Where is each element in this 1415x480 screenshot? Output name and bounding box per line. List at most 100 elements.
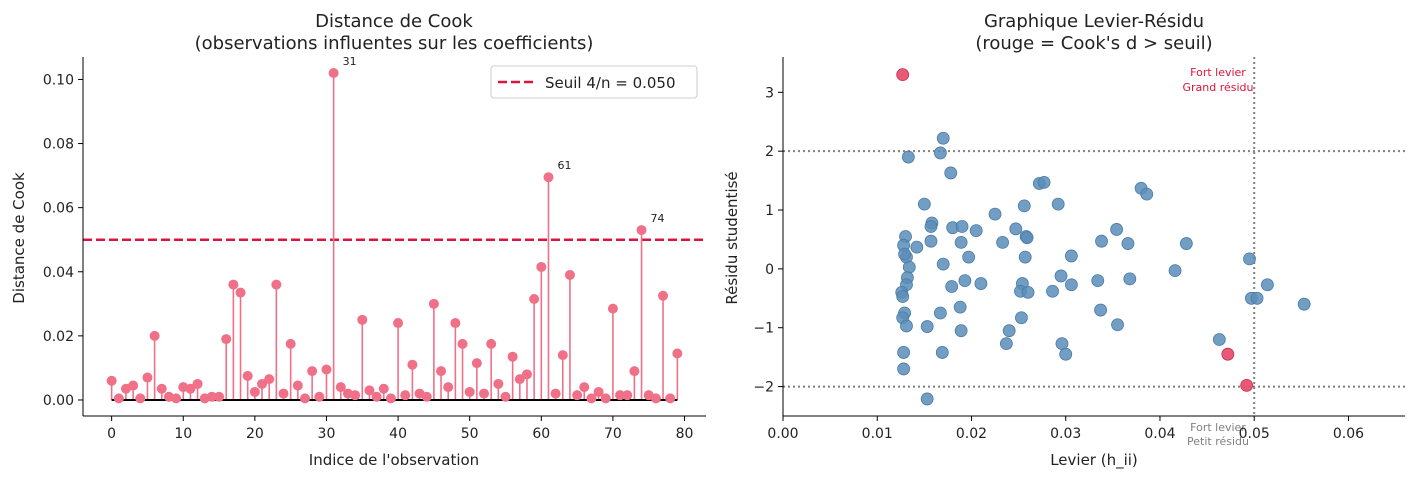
scatter-point <box>1123 272 1137 286</box>
scatter-point <box>1015 311 1028 325</box>
scatter-point <box>1297 297 1311 311</box>
cook-marker <box>142 372 153 383</box>
scatter-point <box>936 131 950 145</box>
scatter-point <box>1055 337 1069 351</box>
cook-marker <box>113 393 124 404</box>
cook-marker <box>228 279 239 290</box>
annotation-high-leverage-high-residual-line2: Grand résidu <box>1182 81 1253 94</box>
scatter-point <box>900 319 913 333</box>
cook-marker <box>529 294 540 305</box>
cook-marker <box>636 225 647 236</box>
cook-marker <box>257 378 268 389</box>
cook-marker <box>421 391 432 402</box>
scatter-point <box>1037 175 1051 189</box>
leverage-y-axis-label: Résidu studentisé <box>723 171 741 304</box>
cook-x-tick-label: 50 <box>461 426 479 442</box>
influential-point <box>1221 347 1235 361</box>
leverage-y-tick-label: 1 <box>765 203 774 219</box>
annotation-high-leverage-low-residual-line2: Petit résidu <box>1187 435 1249 448</box>
cook-marker <box>407 359 418 370</box>
scatter-point <box>1009 222 1023 236</box>
influential-point <box>896 68 910 82</box>
scatter-point <box>1017 199 1031 213</box>
cook-marker <box>500 391 511 402</box>
scatter-point <box>988 207 1002 221</box>
cook-point-annotation: 61 <box>557 159 571 172</box>
leverage-y-tick-label: −1 <box>753 321 774 337</box>
scatter-point <box>896 290 910 303</box>
influential-point <box>1240 378 1254 392</box>
scatter-point <box>955 220 969 233</box>
cook-marker <box>206 391 217 402</box>
scatter-point <box>920 320 934 333</box>
cook-marker <box>564 269 575 280</box>
scatter-point <box>1064 249 1078 263</box>
cook-marker <box>285 338 296 349</box>
scatter-point <box>1111 318 1124 332</box>
leverage-x-tick-label: 0.05 <box>1239 426 1270 442</box>
cook-y-tick-label: 0.06 <box>43 201 74 217</box>
scatter-point <box>1054 269 1068 283</box>
leverage-chart-title-line2: (rouge = Cook's d > seuil) <box>975 33 1212 54</box>
scatter-point <box>936 257 950 271</box>
cook-y-tick-label: 0.00 <box>43 393 74 409</box>
scatter-point <box>1250 291 1264 305</box>
scatter-point <box>1021 286 1035 299</box>
cook-marker <box>185 383 196 394</box>
cook-distance-chart: Distance de Cook (observations influente… <box>10 11 706 469</box>
cook-marker <box>457 338 468 349</box>
cook-y-tick-label: 0.04 <box>43 265 74 281</box>
cook-marker <box>622 390 633 401</box>
scatter-point <box>901 150 915 164</box>
scatter-point <box>974 277 988 290</box>
scatter-point <box>1095 234 1108 248</box>
scatter-point <box>1046 284 1059 298</box>
scatter-point <box>996 235 1009 249</box>
legend-box <box>490 65 698 99</box>
scatter-point <box>954 324 968 338</box>
cook-marker <box>106 375 117 386</box>
scatter-point <box>1051 197 1065 211</box>
scatter-point <box>910 240 924 254</box>
scatter-point <box>1091 274 1105 288</box>
scatter-point <box>969 224 983 238</box>
cook-marker <box>378 383 389 394</box>
cook-marker <box>192 378 203 389</box>
leverage-x-tick-label: 0.03 <box>1050 426 1081 442</box>
cook-x-tick-label: 20 <box>246 426 264 442</box>
cook-marker <box>385 393 396 404</box>
scatter-point <box>945 280 959 293</box>
scatter-point <box>924 220 938 233</box>
cook-marker <box>242 370 253 381</box>
leverage-x-tick-label: 0.01 <box>862 426 893 442</box>
scatter-point <box>1212 333 1226 346</box>
scatter-point <box>1018 250 1032 264</box>
scatter-point <box>933 146 947 160</box>
cook-marker <box>507 351 518 362</box>
cook-marker <box>221 334 232 345</box>
cook-marker <box>471 358 482 369</box>
cook-marker <box>586 393 597 404</box>
scatter-point <box>917 197 931 211</box>
cook-marker <box>514 374 525 385</box>
cook-marker <box>436 366 447 377</box>
cook-marker <box>249 386 260 397</box>
cook-legend: Seuil 4/n = 0.050 <box>490 65 698 99</box>
cook-marker <box>607 303 618 314</box>
cook-marker <box>321 364 332 375</box>
cook-marker <box>364 385 375 396</box>
cook-x-tick-label: 10 <box>174 426 192 442</box>
cook-chart-title-line2: (observations influentes sur les coeffic… <box>195 33 594 54</box>
cook-marker <box>543 172 554 183</box>
cook-x-axis-label: Indice de l'observation <box>309 451 479 469</box>
leverage-residual-chart: Graphique Levier-Résidu (rouge = Cook's … <box>723 11 1405 470</box>
scatter-point <box>924 234 938 248</box>
scatter-point <box>953 300 967 314</box>
scatter-point <box>897 346 911 359</box>
scatter-point <box>1064 278 1078 292</box>
scatter-point <box>897 362 911 376</box>
leverage-x-tick-label: 0.04 <box>1144 426 1175 442</box>
cook-marker <box>572 390 583 401</box>
cook-marker <box>493 378 504 389</box>
leverage-x-tick-label: 0.00 <box>767 426 798 442</box>
